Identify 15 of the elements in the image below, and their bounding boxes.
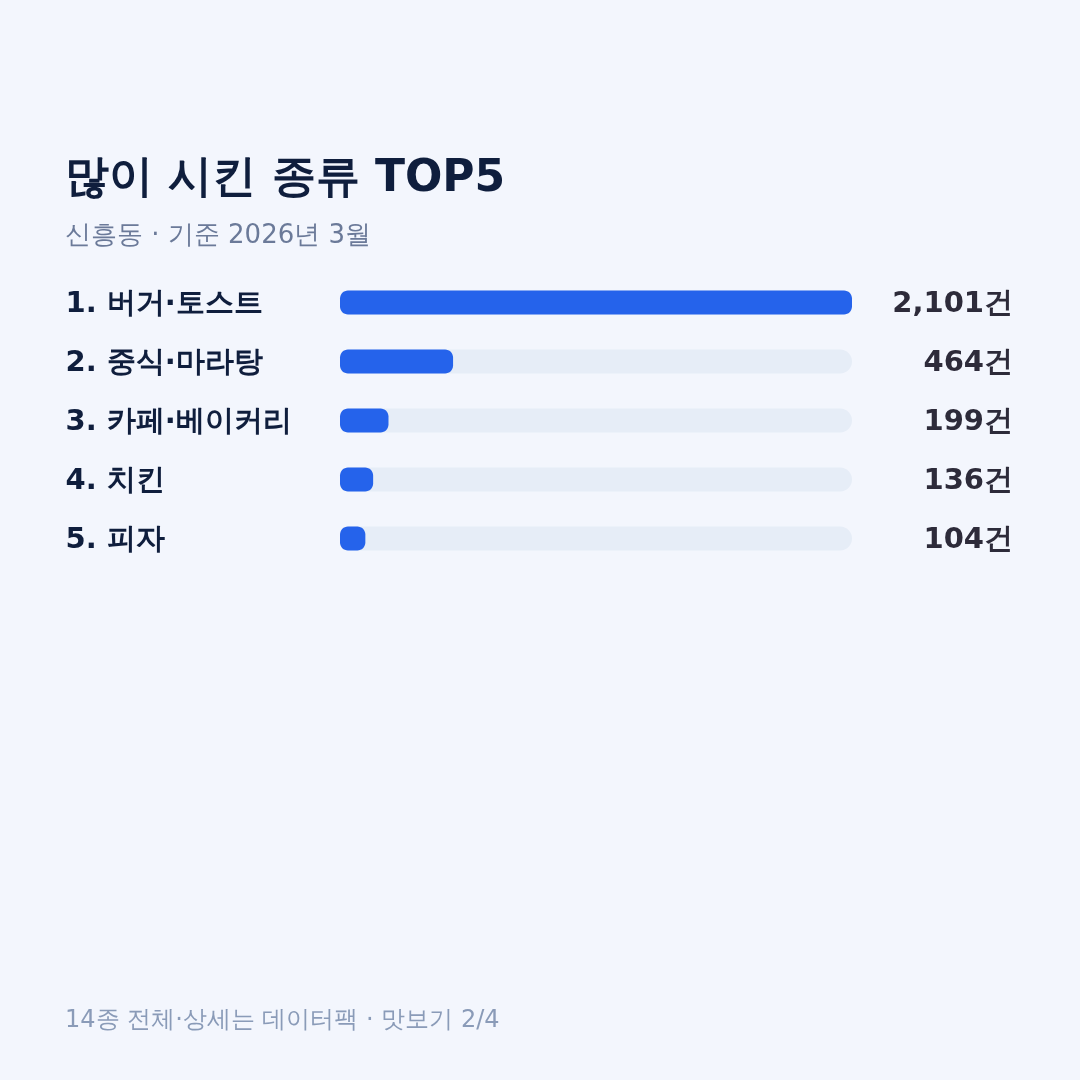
chart-title: 많이 시킨 종류 TOP5: [65, 150, 506, 201]
chart-subtitle: 신흥동 · 기준 2026년 3월: [65, 219, 372, 249]
bar: [340, 349, 454, 374]
y-tick-label: 5. 피자: [65, 520, 165, 555]
data-label: 104건: [923, 520, 1013, 555]
data-label: 199건: [923, 402, 1013, 437]
data-label: 2,101건: [892, 284, 1013, 319]
y-tick-label: 2. 중식·마라탕: [65, 343, 263, 378]
data-label: 464건: [923, 343, 1013, 378]
y-tick-label: 1. 버거·토스트: [65, 284, 263, 319]
y-tick-label: 3. 카페·베이커리: [65, 402, 292, 437]
bar: [340, 408, 389, 433]
y-tick-label: 4. 치킨: [65, 461, 165, 496]
data-label: 136건: [923, 461, 1013, 496]
text: 14종 전체·상세는 데이터팩 · 맛보기 2/4: [65, 1005, 500, 1033]
